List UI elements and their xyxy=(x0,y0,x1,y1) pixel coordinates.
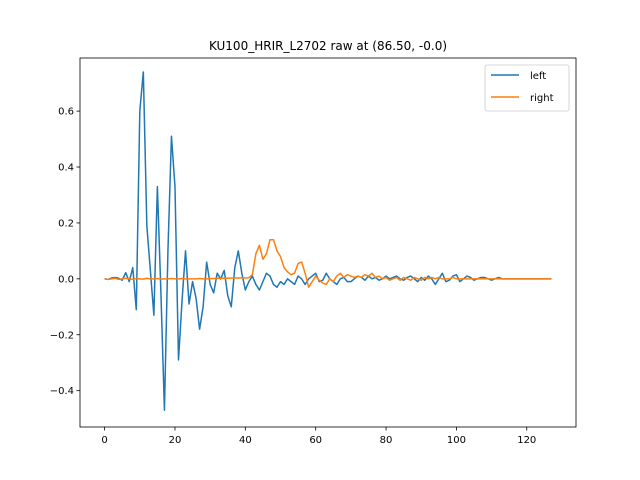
y-tick-label: −0.4 xyxy=(50,386,74,397)
legend-box xyxy=(484,64,570,112)
x-tick-label: 20 xyxy=(169,435,182,446)
x-tick-label: 80 xyxy=(380,435,393,446)
x-tick-label: 120 xyxy=(517,435,536,446)
chart-title: KU100_HRIR_L2702 raw at (86.50, -0.0) xyxy=(209,39,447,53)
legend-label-left: left xyxy=(530,71,546,82)
x-axis: 0 20 40 60 80 100 120 xyxy=(101,427,536,446)
x-tick-label: 40 xyxy=(239,435,252,446)
legend: left right xyxy=(484,64,570,112)
axes-frame xyxy=(79,57,577,428)
series-lines xyxy=(104,71,552,411)
y-tick-label: 0.2 xyxy=(58,218,74,229)
y-tick-label: 0.0 xyxy=(58,274,74,285)
x-tick-label: 100 xyxy=(447,435,466,446)
y-axis: −0.4 −0.2 0.0 0.2 0.4 0.6 xyxy=(50,107,80,397)
x-tick-label: 0 xyxy=(101,435,107,446)
y-tick-label: 0.4 xyxy=(58,163,74,174)
y-tick-label: −0.2 xyxy=(50,330,74,341)
series-line-right xyxy=(104,238,552,288)
plot-area: 0 20 40 60 80 100 120 −0.4 −0.2 0.0 0.2 0.4 0.6 xyxy=(50,57,577,446)
x-tick-label: 60 xyxy=(309,435,322,446)
legend-label-right: right xyxy=(530,93,554,104)
y-tick-label: 0.6 xyxy=(58,107,74,118)
